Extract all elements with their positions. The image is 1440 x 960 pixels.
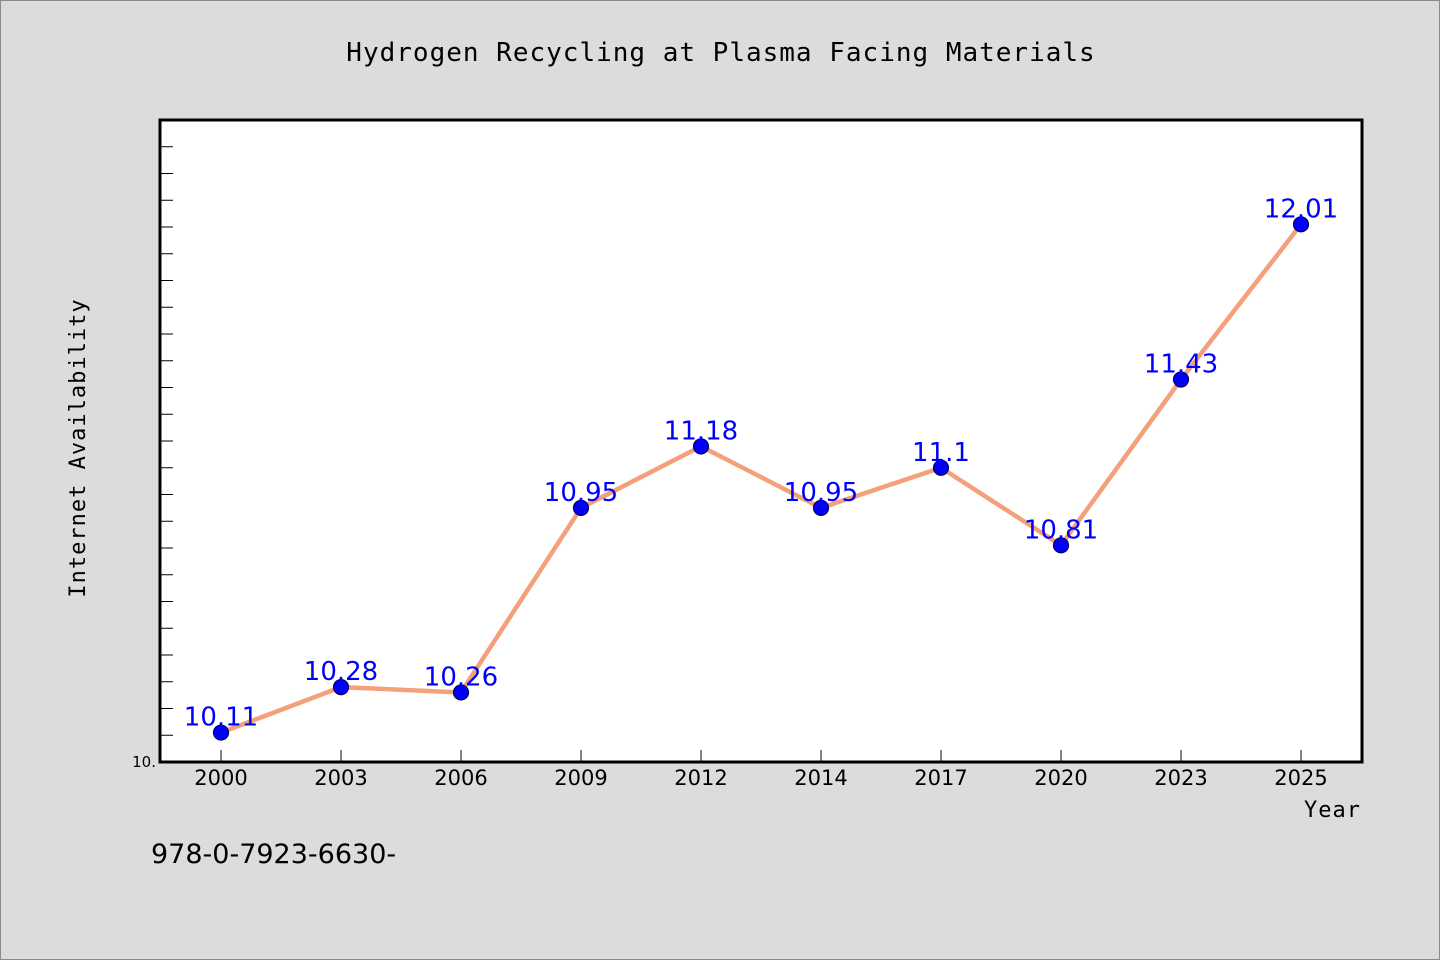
x-axis: 2000 2003 2006 2009 2012 2014 2017 2020 2023 2025	[194, 750, 1328, 790]
data-point	[452, 684, 470, 701]
y-tick-label: 10.	[132, 753, 156, 771]
series-layer: 10.11 10.28 10.26 10.95 11.18 10.95 11.1 10.81 1…	[184, 194, 1338, 741]
footer-code: 978-0-7923-6630-	[151, 839, 396, 870]
data-point	[1292, 216, 1310, 233]
data-label: 10.95	[544, 478, 618, 508]
data-label: 11.18	[664, 416, 738, 446]
data-label: 10.28	[304, 657, 378, 687]
data-label: 10.11	[184, 703, 258, 733]
x-tick-label: 2009	[554, 766, 607, 790]
series-line	[218, 222, 1304, 735]
data-label: 10.81	[1024, 515, 1098, 545]
data-point	[1172, 371, 1190, 388]
x-tick-label: 2012	[674, 766, 727, 790]
x-tick-label: 2023	[1154, 766, 1207, 790]
x-tick-label: 2006	[434, 766, 487, 790]
data-label: 12.01	[1264, 194, 1338, 224]
x-tick-label: 2000	[194, 766, 247, 790]
data-point	[1052, 537, 1070, 554]
data-point	[932, 459, 950, 476]
x-tick-label: 2017	[914, 766, 967, 790]
data-label: 10.95	[784, 478, 858, 508]
data-label: 10.26	[424, 662, 498, 692]
y-axis-ticks: 10.	[132, 146, 173, 771]
data-point	[332, 678, 350, 696]
x-axis-title: Year	[1304, 798, 1361, 823]
data-label: 11.43	[1144, 349, 1218, 379]
x-tick-label: 2025	[1274, 766, 1327, 790]
data-point	[692, 438, 710, 455]
data-point	[212, 724, 230, 741]
plot-area	[158, 118, 1364, 764]
y-axis-title: Internet Availability	[66, 298, 91, 597]
data-label: 11.1	[912, 438, 970, 468]
chart-title: Hydrogen Recycling at Plasma Facing Mate…	[346, 38, 1095, 68]
x-tick-label: 2020	[1034, 766, 1087, 790]
data-point	[812, 499, 830, 516]
data-point	[572, 499, 590, 516]
x-tick-label: 2003	[314, 766, 367, 790]
x-tick-label: 2014	[794, 766, 847, 790]
